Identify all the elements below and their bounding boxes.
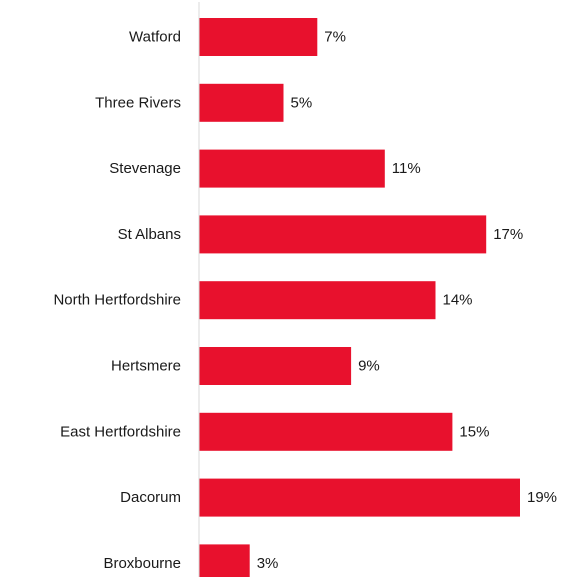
value-label: 19% — [527, 489, 557, 506]
bar-st-albans — [199, 215, 486, 253]
bar-watford — [199, 18, 317, 56]
bar-north-hertfordshire — [199, 281, 436, 319]
category-label: Three Rivers — [95, 94, 181, 111]
category-label: Hertsmere — [111, 358, 181, 375]
category-label: St Albans — [118, 226, 181, 243]
category-label: Broxbourne — [103, 555, 181, 572]
value-label: 11% — [392, 160, 421, 177]
category-label: East Hertfordshire — [60, 423, 181, 440]
bar-dacorum — [199, 479, 520, 517]
category-label: Watford — [129, 29, 181, 46]
bar-three-rivers — [199, 84, 284, 122]
category-label: Dacorum — [120, 489, 181, 506]
value-label: 3% — [257, 555, 279, 572]
value-label: 7% — [324, 29, 346, 46]
bar-east-hertfordshire — [199, 413, 452, 451]
value-label: 14% — [443, 292, 473, 309]
category-label: North Hertfordshire — [53, 292, 181, 309]
category-label: Stevenage — [109, 160, 181, 177]
bar-hertsmere — [199, 347, 351, 385]
value-label: 15% — [459, 423, 489, 440]
value-label: 9% — [358, 358, 380, 375]
bar-broxbourne — [199, 544, 250, 577]
value-label: 17% — [493, 226, 523, 243]
bar-stevenage — [199, 150, 385, 188]
category-labels-group: Watford Three Rivers Stevenage St Albans Nor… — [53, 29, 181, 572]
value-label: 5% — [291, 94, 313, 111]
